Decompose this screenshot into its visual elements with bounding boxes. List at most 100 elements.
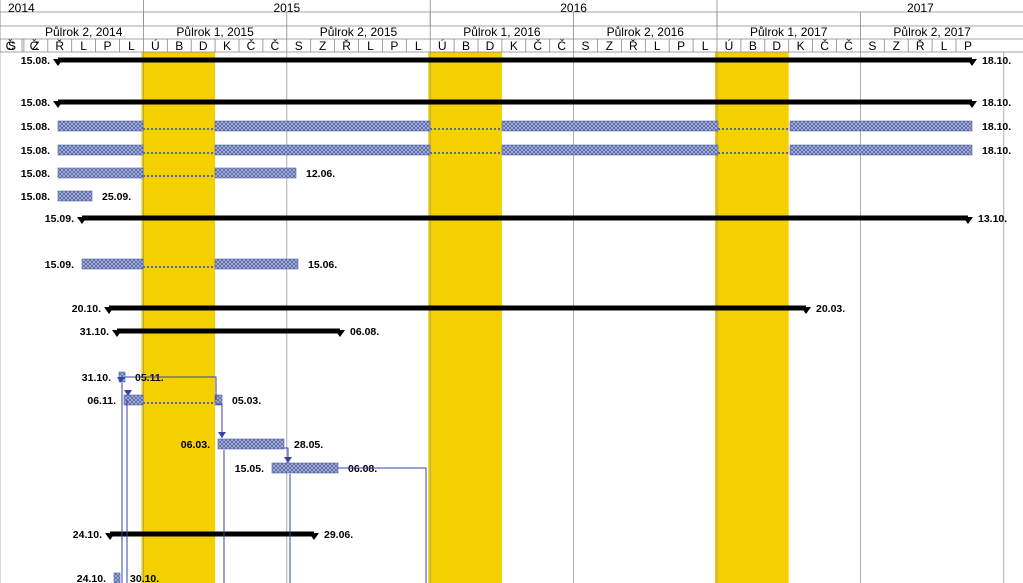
task-bar[interactable]	[217, 438, 285, 450]
task-end-date: 29.06.	[324, 529, 353, 541]
summary-start-cap	[53, 101, 63, 108]
month-letter: S	[295, 39, 303, 53]
task-bar[interactable]	[113, 572, 121, 583]
task-start-date: 06.03.	[181, 439, 210, 451]
dependency-arrow	[284, 457, 292, 463]
task-start-date: 15.08.	[21, 55, 50, 67]
month-letter: P	[104, 39, 112, 53]
task-bar-segment[interactable]	[214, 258, 299, 270]
summary-end-cap	[963, 217, 973, 224]
task-start-date: 24.10.	[77, 573, 106, 583]
month-letter: D	[772, 39, 781, 53]
month-letter: Č	[247, 38, 256, 53]
task-bar[interactable]	[57, 190, 93, 202]
task-start-date: 15.08.	[21, 191, 50, 203]
task-end-date: 28.05.	[294, 439, 323, 451]
task-start-date: 24.10.	[73, 529, 102, 541]
half-year-label: Půlrok 2, 2017	[893, 25, 971, 39]
task-end-date: 06.08.	[348, 463, 377, 475]
month-letter: Ú	[151, 38, 160, 53]
summary-bar[interactable]	[109, 305, 806, 311]
month-letter: Z	[32, 39, 39, 53]
task-bar-segment[interactable]	[789, 120, 973, 132]
month-letter: S	[582, 39, 590, 53]
summary-start-cap	[105, 533, 115, 540]
month-letter: B	[749, 39, 757, 53]
summary-bar[interactable]	[117, 328, 340, 334]
task-bar-segment[interactable]	[789, 144, 973, 156]
month-letter: L	[941, 39, 948, 53]
dependency-arrow	[117, 377, 125, 383]
month-letter: Ř	[342, 38, 351, 53]
dependency-arrow	[124, 390, 132, 396]
task-end-date: 05.03.	[232, 395, 261, 407]
summary-start-cap	[112, 330, 122, 337]
summary-bar[interactable]	[110, 531, 314, 537]
task-end-date: 15.06.	[308, 259, 337, 271]
month-letter: P	[964, 39, 972, 53]
task-end-date: 25.09.	[102, 191, 131, 203]
task-bar-segment[interactable]	[57, 120, 144, 132]
task-start-date: 31.10.	[82, 372, 111, 384]
task-end-date: 06.08.	[350, 326, 379, 338]
task-start-date: 20.10.	[72, 303, 101, 315]
task-bar-segment[interactable]	[214, 144, 431, 156]
summary-bar[interactable]	[58, 99, 972, 105]
task-bar-segment[interactable]	[501, 144, 719, 156]
month-letter: B	[462, 39, 470, 53]
year-label: 2015	[273, 1, 300, 15]
summary-bar[interactable]	[58, 57, 972, 63]
month-letter: S	[868, 39, 876, 53]
year-label: 2017	[907, 1, 934, 15]
summary-start-cap	[77, 217, 87, 224]
task-bar-segment[interactable]	[214, 167, 297, 179]
month-letter: P	[677, 39, 685, 53]
month-letter: L	[702, 39, 709, 53]
task-end-date: 05.11.	[135, 372, 164, 384]
month-letter: Z	[319, 39, 326, 53]
task-end-date: 18.10.	[982, 97, 1011, 109]
task-start-date: 31.10.	[80, 326, 109, 338]
year-label: 2016	[560, 1, 587, 15]
task-end-date: 18.10.	[982, 121, 1011, 133]
half-year-label: Půlrok 2, 2015	[320, 25, 398, 39]
task-bar-segment[interactable]	[57, 144, 144, 156]
task-bar-segment[interactable]	[81, 258, 144, 270]
task-end-date: 13.10.	[978, 213, 1007, 225]
month-letter: Č	[30, 38, 39, 53]
task-bar-segment[interactable]	[57, 167, 144, 179]
month-letter: Č	[557, 38, 566, 53]
summary-start-cap	[104, 307, 114, 314]
task-end-date: 18.10.	[982, 55, 1011, 67]
dependency-link	[125, 376, 217, 400]
summary-start-cap	[53, 59, 63, 66]
summary-bar[interactable]	[82, 215, 968, 221]
year-label: 2014	[8, 1, 35, 15]
dependency-link	[338, 467, 427, 583]
task-bar-segment[interactable]	[123, 394, 144, 406]
month-letter: L	[128, 39, 135, 53]
task-bar-segment[interactable]	[214, 394, 223, 406]
month-letter: Ú	[725, 38, 734, 53]
summary-end-cap	[335, 330, 345, 337]
task-start-date: 15.08.	[21, 121, 50, 133]
month-letter: L	[654, 39, 661, 53]
month-letter: Č	[271, 38, 280, 53]
task-bar[interactable]	[271, 462, 339, 474]
task-bar-segment[interactable]	[501, 120, 719, 132]
month-letter: Ř	[916, 38, 925, 53]
task-start-date: 15.09.	[45, 213, 74, 225]
task-bar-segment[interactable]	[214, 120, 431, 132]
summary-end-cap	[801, 307, 811, 314]
month-letter: Z	[606, 39, 613, 53]
month-letter: L	[80, 39, 87, 53]
month-letter: Č	[533, 38, 542, 53]
summary-end-cap	[967, 59, 977, 66]
dependency-arrow	[218, 432, 226, 438]
highlight-column	[141, 52, 216, 583]
month-letter: D	[199, 39, 208, 53]
half-year-label: Půlrok 1, 2015	[176, 25, 254, 39]
month-letter: Č	[844, 38, 853, 53]
task-start-date: 15.08.	[21, 145, 50, 157]
